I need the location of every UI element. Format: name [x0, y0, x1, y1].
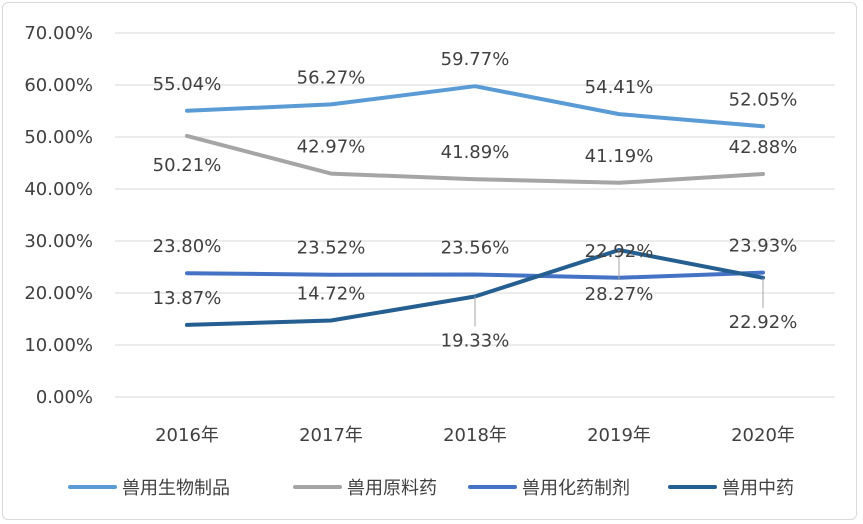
data-label: 59.77%: [441, 49, 510, 70]
data-label: 19.33%: [441, 330, 510, 351]
data-label: 23.80%: [153, 236, 222, 257]
legend-label: 兽用中药: [722, 478, 794, 499]
data-label: 23.56%: [441, 237, 510, 258]
data-label: 42.97%: [297, 137, 366, 158]
data-label: 54.41%: [585, 77, 654, 98]
x-tick-label: 2020年: [731, 425, 795, 446]
y-tick-label: 40.00%: [24, 179, 93, 200]
y-tick-label: 20.00%: [24, 283, 93, 304]
legend-label: 兽用生物制品: [122, 478, 230, 499]
data-label: 22.92%: [585, 241, 654, 262]
y-tick-label: 30.00%: [24, 231, 93, 252]
label-leaders: [474, 249, 764, 327]
y-tick-label: 70.00%: [24, 23, 93, 44]
data-label: 50.21%: [153, 155, 222, 176]
x-tick-label: 2018年: [443, 425, 507, 446]
data-label: 41.89%: [441, 142, 510, 163]
chart-frame: [2, 2, 857, 520]
data-label: 22.92%: [729, 312, 798, 333]
y-tick-label: 0.00%: [36, 387, 93, 408]
data-label: 52.05%: [729, 89, 798, 110]
x-tick-label: 2019年: [587, 425, 651, 446]
y-axis-ticks: 0.00% 10.00% 20.00% 30.00% 40.00% 50.00% 60.00…: [24, 23, 93, 408]
gridlines: [115, 32, 835, 398]
y-tick-label: 10.00%: [24, 335, 93, 356]
legend: 兽用生物制品 兽用原料药 兽用化药制剂 兽用中药: [68, 478, 794, 499]
data-label: 28.27%: [585, 284, 654, 305]
legend-label: 兽用原料药: [347, 478, 437, 499]
data-label: 13.87%: [153, 288, 222, 309]
data-label: 14.72%: [297, 283, 366, 304]
series-line-3: [185, 270, 765, 280]
data-label: 23.52%: [297, 238, 366, 259]
data-label: 56.27%: [297, 67, 366, 88]
data-label: 41.19%: [585, 146, 654, 167]
y-tick-label: 50.00%: [24, 127, 93, 148]
x-axis-ticks: 2016年 2017年 2018年 2019年 2020年: [155, 425, 795, 446]
legend-label: 兽用化药制剂: [522, 478, 630, 499]
data-labels: 55.04% 56.27% 59.77% 54.41% 52.05% 50.21% 42.9…: [153, 49, 798, 351]
series-lines: [185, 84, 765, 327]
data-label: 55.04%: [153, 74, 222, 95]
data-label: 42.88%: [729, 137, 798, 158]
series-line-2: [185, 133, 765, 185]
x-tick-label: 2017年: [299, 425, 363, 446]
data-label: 23.93%: [729, 236, 798, 257]
y-tick-label: 60.00%: [24, 75, 93, 96]
series-line-1: [185, 84, 765, 129]
x-tick-label: 2016年: [155, 425, 219, 446]
